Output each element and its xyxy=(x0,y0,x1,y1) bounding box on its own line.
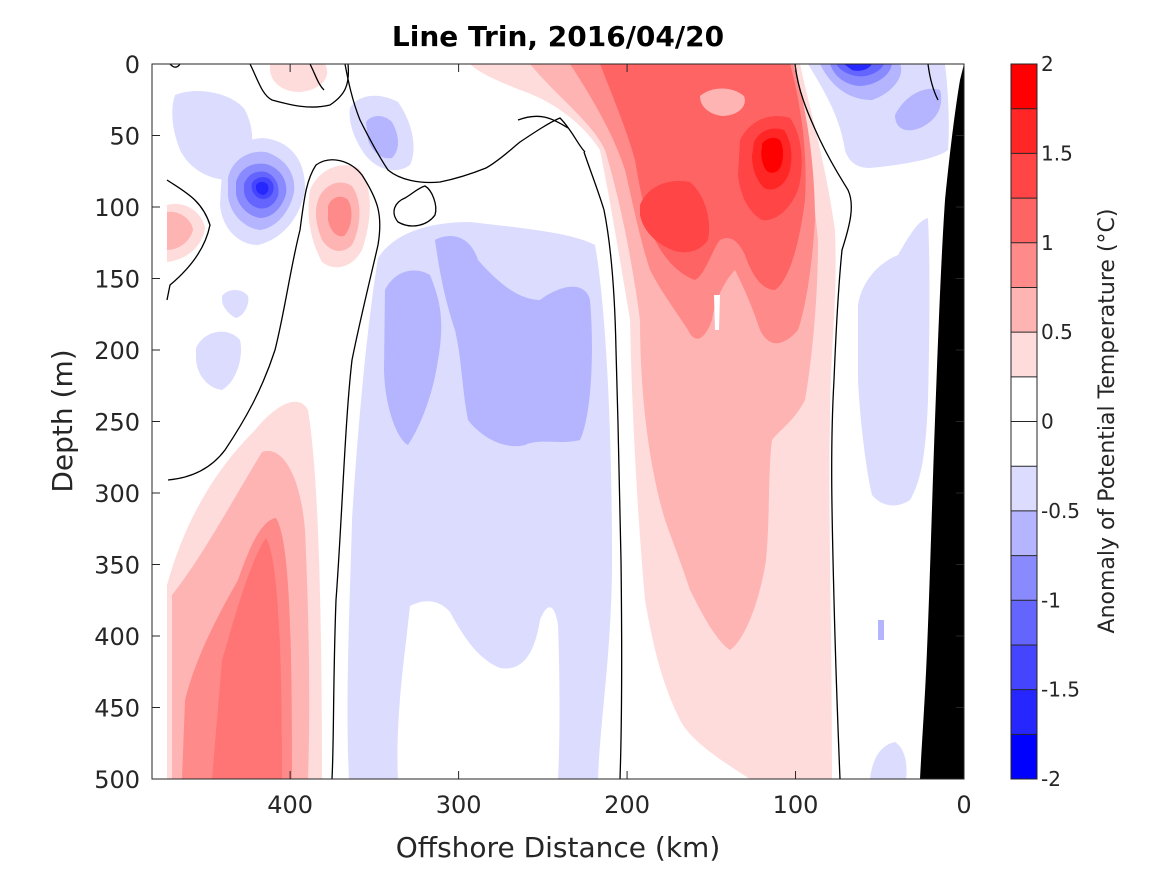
y-tick-label: 500 xyxy=(94,766,140,794)
warm-core-deep-spot xyxy=(736,426,760,476)
zero-contour-a xyxy=(169,64,181,68)
colorbar-tick-label: -1.5 xyxy=(1041,678,1080,702)
colorbar-segment xyxy=(1011,287,1037,333)
colorbar-tick-label: 2 xyxy=(1041,52,1054,76)
warm-core-1.75 xyxy=(761,137,783,173)
colorbar-segment xyxy=(1011,600,1037,645)
colorbar-tick-label: -2 xyxy=(1041,767,1061,791)
zero-contour-d xyxy=(166,179,211,301)
cold-nearshore-1.5 xyxy=(844,64,872,71)
colorbar-label: Anomaly of Potential Temperature (°C) xyxy=(1095,209,1120,634)
colorbar-tick-label: 0.5 xyxy=(1041,320,1073,344)
colorbar-tick-label: -0.5 xyxy=(1041,499,1080,523)
warm-offshore-1.0 xyxy=(212,538,282,779)
cold-nearshore-right-0.5 xyxy=(895,88,942,131)
white-intrusion xyxy=(397,601,560,779)
colorbar-segment xyxy=(1011,108,1037,154)
colorbar-segment xyxy=(1011,466,1037,511)
zero-contour-k xyxy=(927,64,939,101)
warm-core-surface-dip xyxy=(700,88,745,116)
chart-title: Line Trin, 2016/04/20 xyxy=(392,20,724,53)
y-tick-label: 300 xyxy=(94,480,140,508)
x-axis-label: Offshore Distance (km) xyxy=(396,831,721,864)
cold-band-0.5b xyxy=(435,236,592,447)
y-tick-label: 450 xyxy=(94,695,140,723)
warm-eddy-mid-0.75 xyxy=(328,196,352,237)
colorbar-segment xyxy=(1011,510,1037,556)
colorbar-segment xyxy=(1011,689,1037,735)
colorbar-segment xyxy=(1011,421,1037,467)
x-tick-label: 300 xyxy=(436,791,482,819)
x-tick-label: 100 xyxy=(773,791,819,819)
colorbar-segment xyxy=(1011,644,1037,690)
plot-area xyxy=(151,63,965,780)
colorbar-segment xyxy=(1011,64,1037,109)
y-axis: 0 50 100 150 200 250 300 350 400 450 500 xyxy=(94,51,964,794)
zero-contour-c xyxy=(309,64,325,91)
warm-eddy-left-0.5 xyxy=(167,211,193,250)
white-notch xyxy=(714,295,720,330)
colorbar-segment xyxy=(1011,555,1037,601)
y-tick-label: 50 xyxy=(109,123,140,151)
cold-nearshore-bottom xyxy=(870,742,907,779)
colorbar-segment xyxy=(1011,376,1037,422)
colorbar-segment xyxy=(1011,734,1037,779)
x-tick-label: 400 xyxy=(267,791,313,819)
colorbar-segment xyxy=(1011,153,1037,199)
zero-contour-j xyxy=(794,64,852,779)
warm-core-1.0 xyxy=(600,64,806,290)
cold-nearshore-col xyxy=(858,218,930,506)
x-tick-label: 200 xyxy=(604,791,650,819)
y-tick-label: 250 xyxy=(94,409,140,437)
colorbar-segment xyxy=(1011,198,1037,243)
cold-small-a xyxy=(196,331,242,390)
zero-contour-e xyxy=(167,159,381,779)
colorbar-segment xyxy=(1011,242,1037,288)
colorbar-frame xyxy=(1010,63,1038,780)
zero-contours xyxy=(166,64,939,779)
contour-field xyxy=(166,64,949,779)
y-tick-label: 350 xyxy=(94,552,140,580)
zero-contour-i xyxy=(583,151,623,779)
zero-contour-b xyxy=(249,64,350,108)
colorbar-tick-label: 1.5 xyxy=(1041,141,1073,165)
cold-eddy-1.5 xyxy=(256,181,269,195)
cold-small-b xyxy=(222,290,249,318)
cold-small-e xyxy=(370,737,398,779)
zero-contour-h xyxy=(517,115,569,129)
y-axis-label: Depth (m) xyxy=(46,349,79,492)
colorbar-tick-label: -1 xyxy=(1041,588,1061,612)
y-tick-label: 200 xyxy=(94,337,140,365)
cold-small-c xyxy=(878,620,884,640)
x-tick-label: 0 xyxy=(956,791,971,819)
warm-core-1.25a xyxy=(640,180,710,253)
y-tick-label: 0 xyxy=(125,51,140,79)
y-tick-label: 400 xyxy=(94,623,140,651)
land-wedge xyxy=(920,64,964,779)
cold-band-0.5 xyxy=(384,270,442,445)
zero-contour-g xyxy=(344,64,586,184)
colorbar: 2 1.5 1 0.5 0 -0.5 -1 -1.5 -2 xyxy=(1010,52,1080,791)
colorbar-tick-label: 1 xyxy=(1041,231,1054,255)
y-tick-label: 150 xyxy=(94,266,140,294)
zero-contour-f xyxy=(393,185,437,227)
colorbar-tick-label: 0 xyxy=(1041,410,1054,434)
x-axis: 400 300 200 100 0 xyxy=(267,64,972,819)
y-tick-label: 100 xyxy=(94,194,140,222)
colorbar-segment xyxy=(1011,332,1037,377)
